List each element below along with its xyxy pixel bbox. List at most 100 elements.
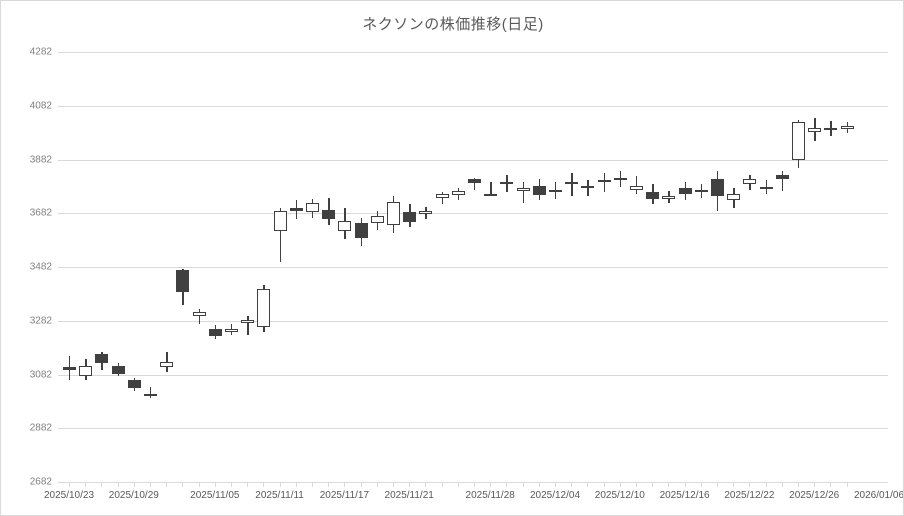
candle-body: [338, 220, 352, 232]
candle-body: [127, 380, 141, 389]
candlestick: [581, 52, 595, 482]
candle-wick: [247, 315, 249, 335]
x-axis-tick: [619, 482, 621, 487]
x-axis-tick: [441, 482, 443, 487]
x-axis-tick: [409, 482, 411, 487]
x-axis-tick: [150, 482, 151, 487]
candlestick: [824, 52, 838, 482]
x-axis-line: [58, 482, 888, 483]
x-axis-tick: [117, 482, 119, 487]
candle-body: [289, 208, 303, 211]
candle-body: [160, 361, 174, 367]
x-axis-tick: [393, 482, 394, 487]
x-axis-tick: [846, 482, 848, 487]
candle-body: [322, 209, 336, 220]
x-axis-tick: [247, 482, 249, 487]
candlestick: [176, 52, 190, 482]
candle-body: [354, 223, 368, 238]
y-axis-tick-label: 3882: [29, 154, 52, 165]
x-axis-tick: [603, 482, 605, 487]
y-axis-tick-label: 3482: [29, 261, 52, 273]
candlestick: [241, 52, 255, 482]
candle-wick: [490, 181, 492, 197]
x-axis-tick: [587, 482, 589, 487]
candle-body: [532, 185, 546, 195]
candle-body: [435, 193, 449, 198]
candle-wick: [198, 309, 200, 324]
x-axis-tick-label: 2025/10/29: [108, 490, 159, 501]
x-axis-tick: [85, 482, 87, 487]
candlestick: [419, 52, 433, 482]
candlestick: [160, 52, 174, 482]
candle-body: [63, 366, 76, 370]
y-axis-tick-label: 3682: [29, 207, 52, 219]
candlestick: [743, 52, 757, 482]
candlestick: [727, 52, 741, 482]
x-axis-tick: [166, 482, 168, 487]
gridline: [58, 428, 888, 430]
candle-body: [840, 126, 854, 129]
candlestick: [468, 52, 481, 482]
x-axis-tick-label: 2025/10/23: [43, 490, 95, 501]
candle-wick: [603, 173, 605, 193]
candlestick: [370, 52, 384, 482]
candlestick: [63, 52, 76, 482]
gridline: [58, 267, 888, 268]
x-axis-tick-label: 2026/01/06: [853, 490, 904, 501]
x-axis-tick-label: 2025/12/10: [594, 490, 645, 501]
candlestick: [646, 52, 660, 482]
candle-body: [759, 186, 773, 190]
candle-body: [387, 201, 400, 225]
candle-body: [694, 189, 708, 192]
candlestick: [273, 52, 287, 482]
candle-body: [257, 289, 271, 327]
x-axis-tick-label: 2025/11/11: [255, 490, 304, 501]
candlestick: [759, 52, 773, 482]
candlestick: [775, 52, 789, 482]
plot-area: [58, 52, 888, 483]
candlestick: [792, 52, 805, 482]
x-axis-tick: [312, 482, 313, 487]
candlestick: [322, 52, 336, 482]
candlestick: [111, 52, 125, 482]
x-axis-tick: [69, 482, 70, 487]
candlestick: [338, 52, 352, 482]
x-axis-tick: [133, 482, 135, 487]
candle-wick: [279, 208, 281, 263]
candlestick: [532, 52, 546, 482]
candlestick: [597, 52, 611, 482]
x-axis-tick: [814, 482, 816, 487]
x-axis-tick: [490, 482, 492, 487]
candlestick: [192, 52, 206, 482]
candle-body: [500, 181, 514, 185]
x-axis-tick-label: 2025/12/04: [529, 490, 581, 501]
y-axis-tick-label: 2882: [29, 422, 52, 434]
x-axis-tick: [474, 482, 475, 487]
candle-body: [95, 353, 109, 363]
candle-body: [646, 192, 660, 199]
x-axis-tick-label: 2025/12/22: [724, 490, 775, 501]
gridline: [58, 374, 888, 376]
candle-body: [516, 188, 530, 191]
x-axis-tick-label: 2025/11/17: [319, 490, 370, 501]
y-axis: 2682 2882 3082 3282 3482 3682 3882 4082 4282: [6, 47, 52, 488]
chart-title: ネクソンの株価推移(日足): [362, 16, 544, 33]
candlestick: [257, 52, 271, 482]
candlestick: [127, 52, 141, 482]
x-axis-tick: [214, 482, 216, 487]
candle-wick: [474, 177, 476, 190]
candle-body: [808, 127, 822, 132]
x-axis-tick: [231, 482, 232, 487]
y-axis-tick-label: 4282: [29, 46, 52, 58]
candle-body: [273, 211, 287, 232]
candle-body: [176, 270, 190, 292]
gridline: [58, 105, 888, 107]
candle-body: [613, 177, 627, 180]
x-axis-tick-label: 2025/11/28: [465, 490, 515, 501]
x-axis-tick-label: 2025/12/26: [789, 490, 840, 501]
candlestick: [435, 52, 449, 482]
candle-body: [79, 365, 93, 377]
x-axis-tick: [571, 482, 573, 487]
candle-wick: [441, 192, 443, 205]
